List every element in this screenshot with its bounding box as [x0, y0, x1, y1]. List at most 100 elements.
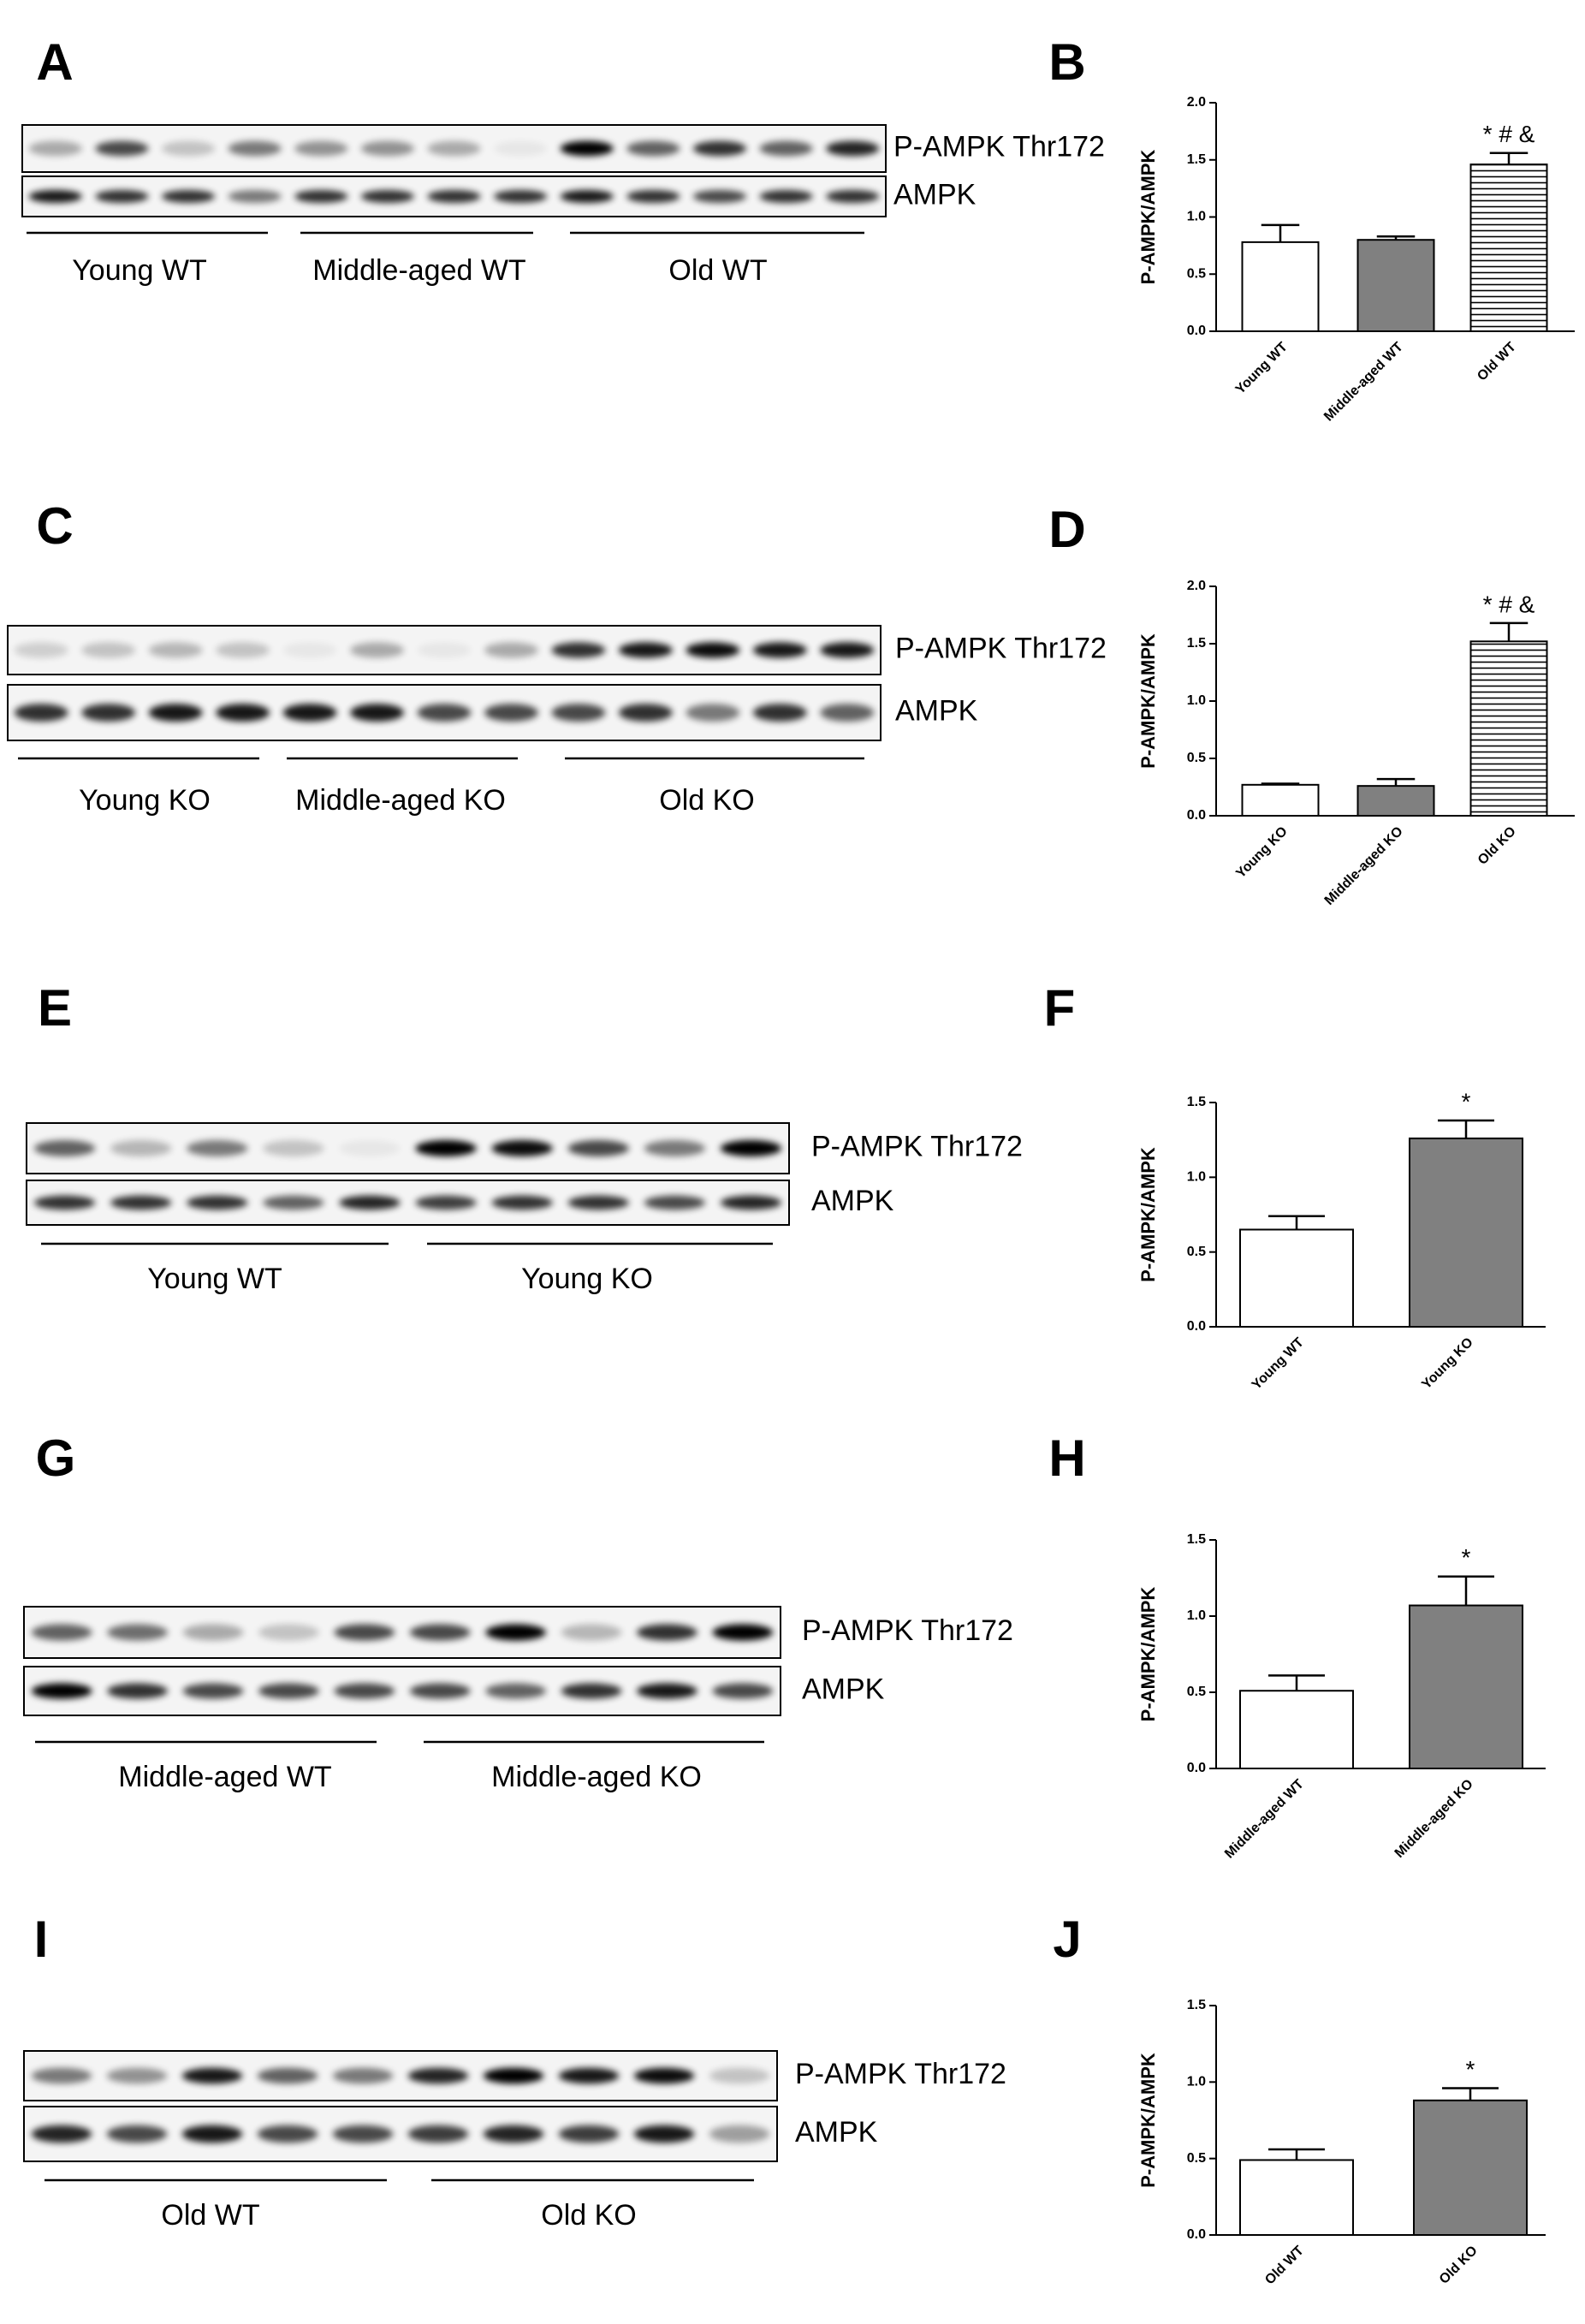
y-tick-label: 1.0 [1187, 1170, 1206, 1185]
blot-band [417, 704, 472, 722]
row-label: P-AMPK Thr172 [795, 2058, 1006, 2090]
group-label: Old KO [659, 784, 754, 817]
y-tick-label: 1.5 [1187, 636, 1206, 651]
y-tick-label: 1.5 [1187, 1532, 1206, 1547]
blot-band [826, 189, 880, 204]
blot-band [494, 140, 548, 157]
blot-band [81, 704, 136, 722]
group-label: Young WT [147, 1263, 282, 1295]
row-label: P-AMPK Thr172 [893, 130, 1105, 163]
blot-band [332, 2125, 394, 2143]
x-tick-label: Young WT [1250, 1335, 1307, 1393]
blot-band [181, 2125, 243, 2143]
blot-band [483, 2067, 544, 2084]
blot-band [494, 189, 548, 204]
y-tick-label: 0.0 [1187, 1319, 1206, 1334]
blot-band [258, 1683, 319, 1699]
row-label: P-AMPK Thr172 [895, 632, 1107, 664]
group-label: Middle-aged WT [118, 1761, 331, 1793]
row-label: AMPK [811, 1185, 894, 1217]
blot-band [491, 1140, 553, 1156]
blot-band [187, 1140, 248, 1156]
panel-letter: F [1044, 979, 1076, 1037]
blot-band [110, 1140, 172, 1156]
panel-letter: D [1048, 501, 1085, 558]
bar [1241, 783, 1320, 817]
blot-band [95, 140, 149, 157]
x-tick-label: Old WT [1262, 2244, 1307, 2288]
x-tick-label: Young KO [1233, 824, 1291, 882]
blot-band [294, 189, 348, 204]
y-axis-label: P-AMPK/AMPK [1137, 633, 1159, 769]
blot-band [720, 1140, 782, 1156]
blot-band [712, 1683, 774, 1699]
x-tick-label: Middle-aged WT [1321, 340, 1406, 425]
error-bar [1438, 1575, 1494, 1606]
x-tick-label: Young KO [1419, 1335, 1476, 1393]
error-bar [1261, 223, 1300, 242]
group-label: Old KO [541, 2199, 636, 2232]
blot-band [427, 189, 481, 204]
blot-band [148, 642, 203, 658]
blot-band [415, 1195, 477, 1210]
y-tick-label: 2.0 [1187, 95, 1206, 110]
blot-band [181, 2067, 243, 2084]
blot-band [637, 1683, 698, 1699]
error-bar [1261, 782, 1300, 785]
blot-band [484, 642, 538, 658]
blot-band [31, 1624, 92, 1641]
blot-band [258, 1624, 319, 1641]
significance-label: * # & [1483, 121, 1535, 147]
blot-band [334, 1624, 395, 1641]
blot-band [228, 189, 282, 204]
blot-band [633, 2067, 695, 2084]
panel-letter: B [1048, 33, 1085, 91]
significance-label: * [1466, 2056, 1475, 2083]
blot-band [148, 704, 203, 722]
blot-band [350, 642, 404, 658]
blot-band [415, 1140, 477, 1156]
error-bar [1489, 621, 1529, 642]
error-bar [1268, 1674, 1325, 1691]
blot-band [720, 1195, 782, 1210]
blot-band [626, 140, 680, 157]
blot-band [339, 1140, 401, 1156]
blot-band [637, 1624, 698, 1641]
significance-label: * [1462, 1088, 1471, 1114]
blot-band [216, 704, 270, 722]
y-tick-label: 1.5 [1187, 1998, 1206, 2012]
blot-band [107, 1683, 168, 1699]
blot-band [31, 2067, 92, 2084]
y-axis-label: P-AMPK/AMPK [1137, 150, 1159, 285]
blot-band [484, 704, 538, 722]
y-axis-label: P-AMPK/AMPK [1137, 2053, 1159, 2188]
bar [1356, 785, 1435, 817]
x-tick-label: Old WT [1475, 340, 1519, 384]
blot-band [31, 2125, 92, 2143]
x-tick-label: Old KO [1475, 824, 1519, 868]
blot-band [33, 1140, 96, 1156]
blot-band [263, 1140, 324, 1156]
blot-band [14, 642, 68, 658]
blot-band [633, 2125, 695, 2143]
row-label: P-AMPK Thr172 [802, 1614, 1013, 1647]
blot-band [551, 704, 606, 722]
blot-band [182, 1624, 244, 1641]
blot-band [350, 704, 404, 722]
blot-band [417, 642, 472, 658]
y-tick-label: 1.0 [1187, 693, 1206, 708]
group-label: Young WT [72, 254, 207, 287]
group-label: Middle-aged KO [295, 784, 506, 817]
blot-band [106, 2067, 168, 2084]
blot-band [709, 2125, 770, 2143]
y-tick-label: 0.5 [1187, 2151, 1206, 2166]
blot-band [187, 1195, 248, 1210]
blot-band [709, 2067, 770, 2084]
blot-band [692, 140, 747, 157]
blot-band [257, 2067, 318, 2084]
row-label: P-AMPK Thr172 [811, 1130, 1023, 1162]
blot-band [294, 140, 348, 157]
blot-band [558, 2067, 620, 2084]
blot-band [334, 1683, 395, 1699]
